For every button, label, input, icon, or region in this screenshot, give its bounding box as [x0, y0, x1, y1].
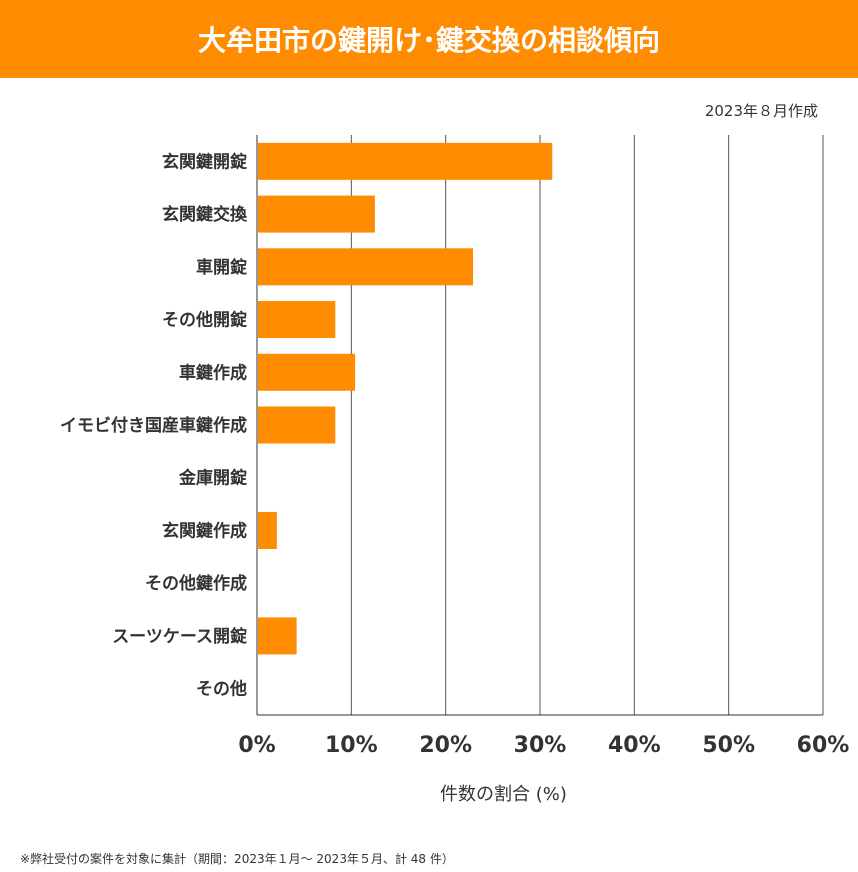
x-tick-label: 60% — [797, 733, 850, 758]
x-tick-label: 50% — [702, 733, 755, 758]
footnote: ※弊社受付の案件を対象に集計（期間：2023年１月～ 2023年５月、計 48 … — [20, 852, 454, 866]
bar — [258, 301, 336, 339]
category-label: イモビ付き国産車鍵作成 — [60, 415, 247, 436]
category-label: その他 — [196, 679, 247, 700]
x-tick-label: 30% — [514, 733, 567, 758]
bar — [258, 142, 553, 180]
category-label: スーツケース開錠 — [112, 626, 247, 647]
bar — [258, 248, 474, 286]
category-label: 車開錠 — [196, 257, 247, 278]
chart-title: 大牟田市の鍵開け･鍵交換の相談傾向 — [0, 0, 858, 78]
x-tick-label: 20% — [419, 733, 472, 758]
x-tick-label: 10% — [325, 733, 378, 758]
x-tick-label: 40% — [608, 733, 661, 758]
x-axis-label: 件数の割合 (%) — [440, 784, 567, 805]
bar — [258, 406, 336, 444]
date-note: 2023年８月作成 — [704, 102, 818, 120]
bar — [258, 353, 356, 391]
bar — [258, 511, 277, 549]
category-label: 金庫開錠 — [178, 468, 247, 489]
category-label: 玄関鍵開錠 — [162, 151, 247, 172]
category-label: その他鍵作成 — [145, 573, 247, 594]
bar — [258, 195, 375, 233]
category-label: 玄関鍵作成 — [162, 520, 247, 541]
category-label: 玄関鍵交換 — [162, 204, 248, 225]
category-label: その他開錠 — [162, 310, 247, 331]
x-tick-label: 0% — [238, 733, 275, 758]
category-label: 車鍵作成 — [179, 362, 247, 383]
bar — [258, 617, 297, 655]
